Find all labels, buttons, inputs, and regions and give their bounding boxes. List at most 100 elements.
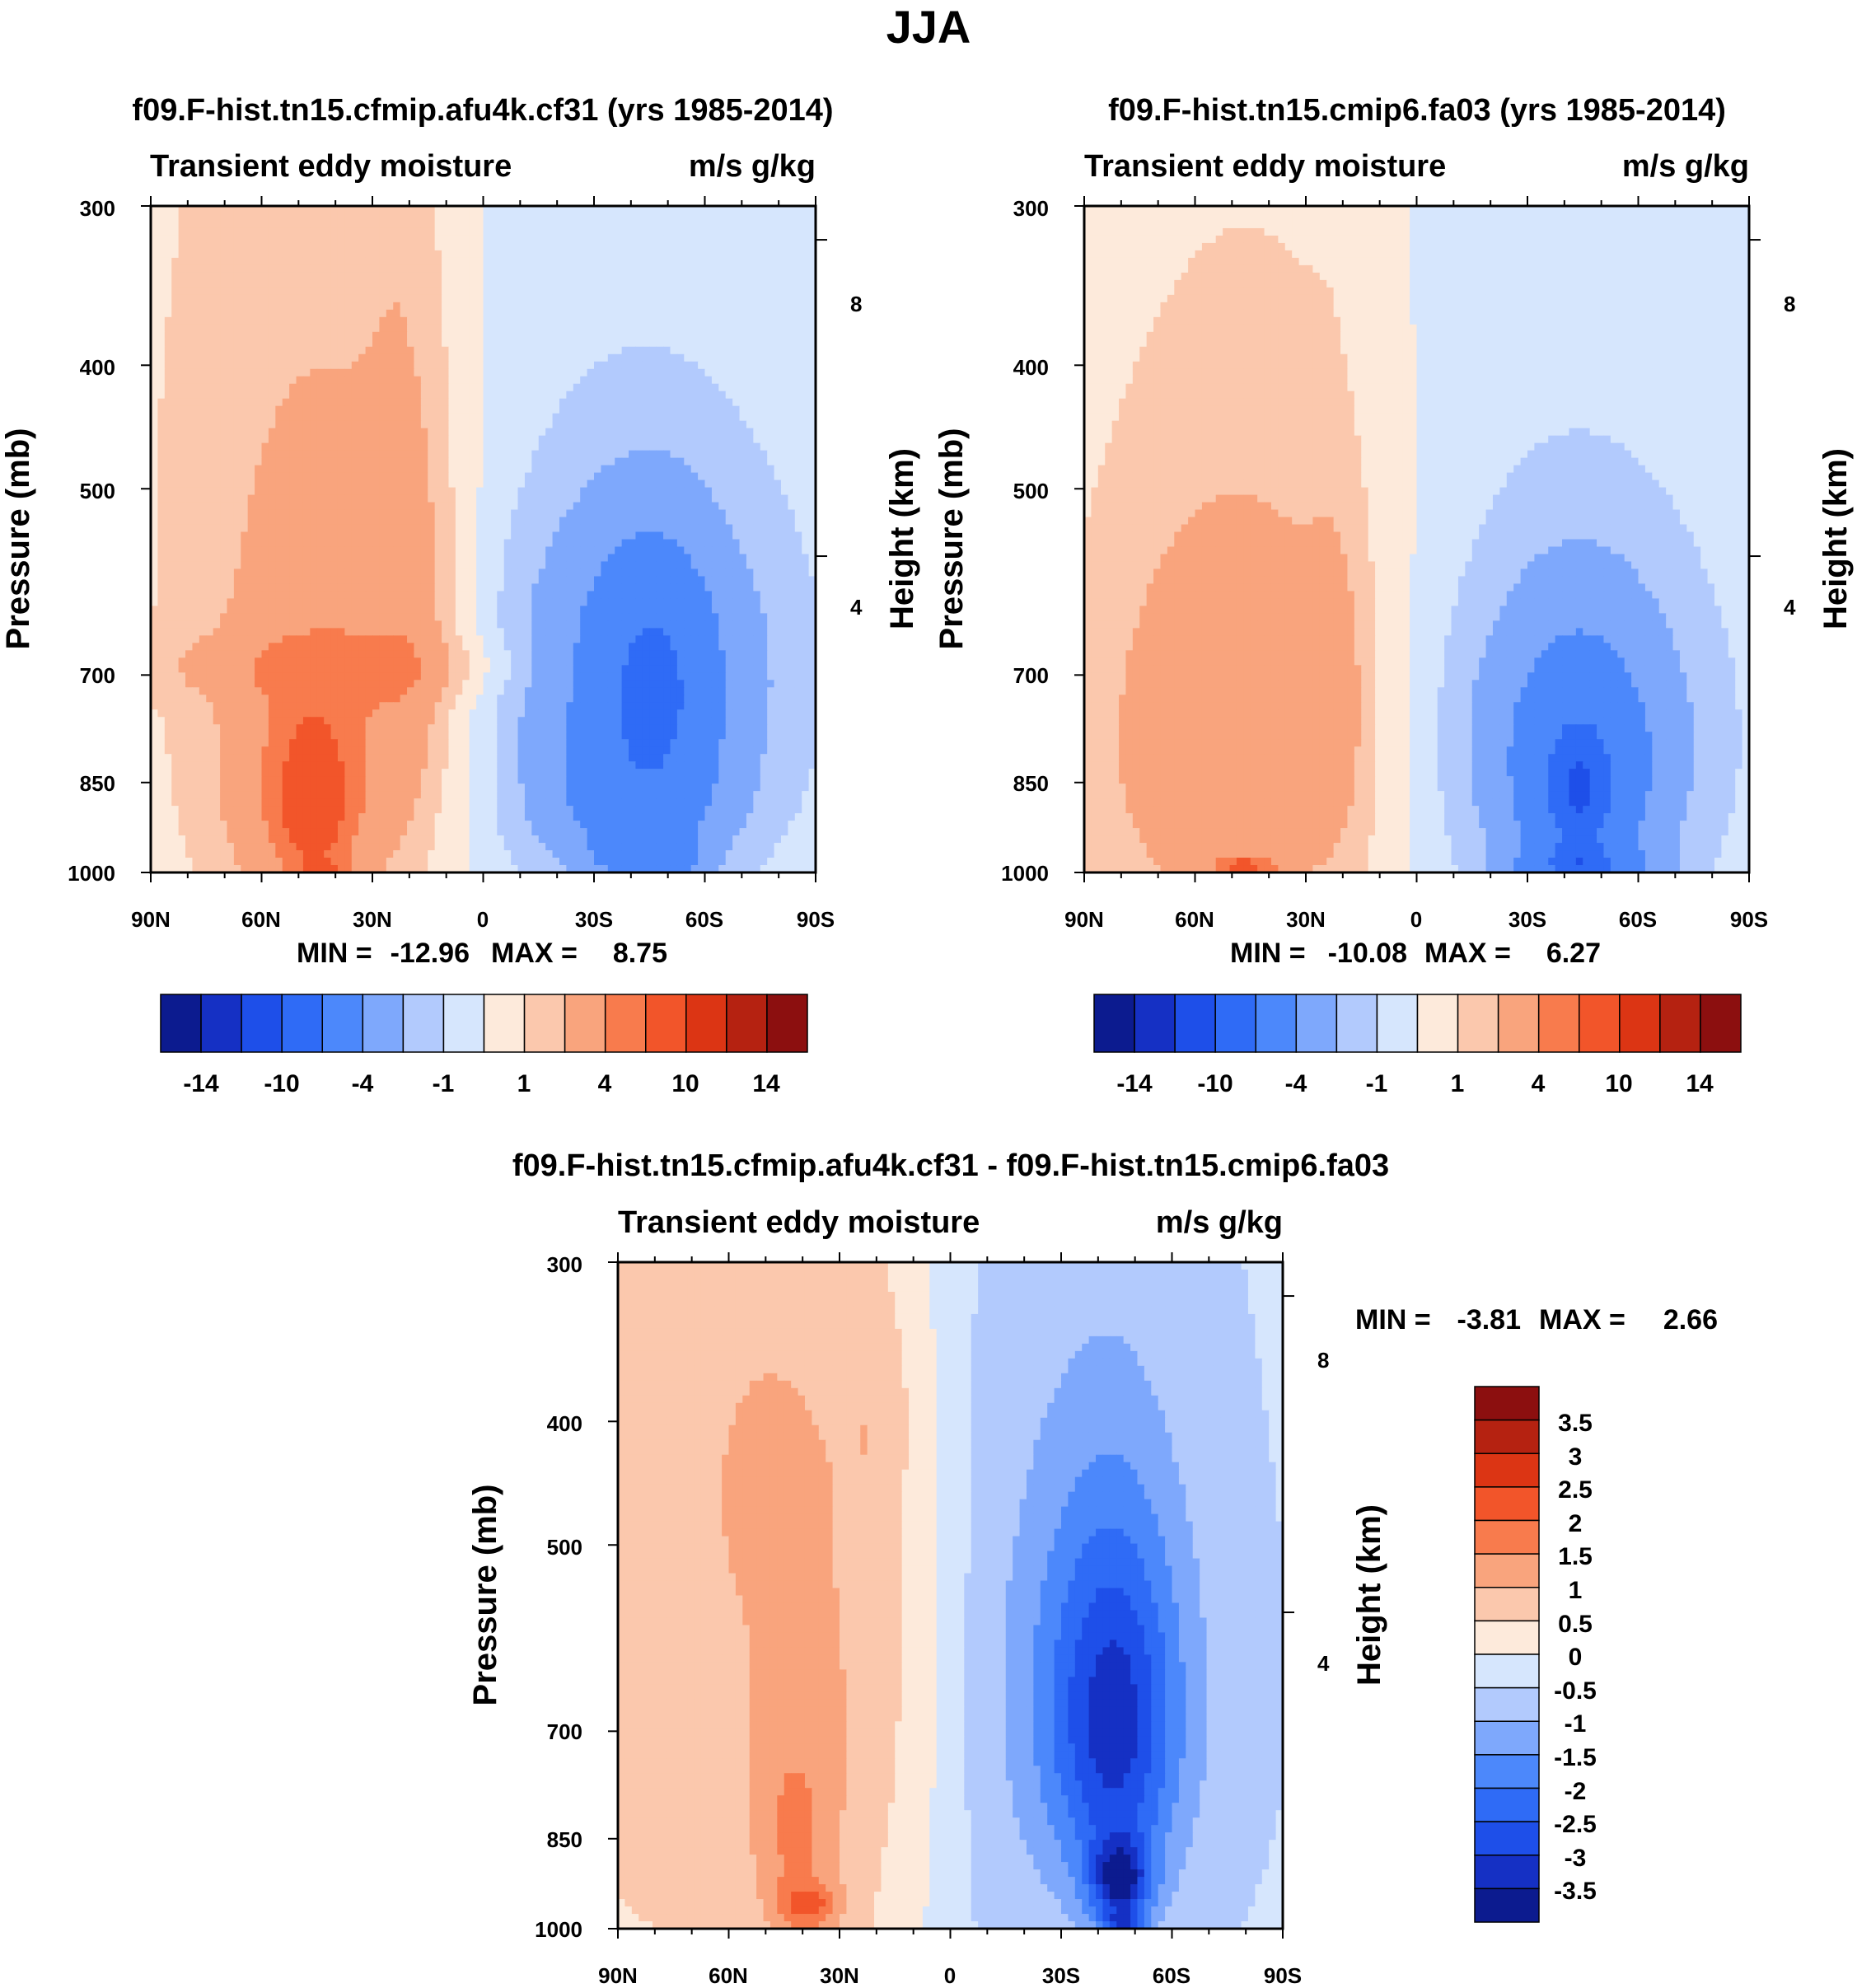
contour-cell [802, 310, 809, 318]
contour-cell [802, 243, 809, 251]
contour-cell [566, 295, 573, 303]
contour-cell [324, 243, 331, 251]
contour-cell [213, 317, 221, 325]
contour-cell [760, 317, 768, 325]
contour-cell [643, 265, 650, 274]
contour-cell [157, 280, 165, 288]
contour-cell [338, 213, 345, 222]
contour-cell [553, 250, 560, 259]
contour-cell [740, 243, 747, 251]
contour-cell [185, 213, 193, 222]
contour-cell [484, 302, 491, 311]
contour-cell [643, 302, 650, 311]
contour-cell [531, 280, 539, 288]
contour-cell [525, 317, 532, 325]
contour-cell [601, 317, 608, 325]
contour-cell [179, 213, 186, 222]
contour-cell [587, 236, 595, 244]
contour-cell [767, 280, 774, 288]
contour-cell [372, 236, 380, 244]
contour-cell [289, 295, 297, 303]
contour-cell [698, 265, 705, 274]
contour-cell [677, 221, 685, 229]
contour-cell [456, 258, 463, 266]
contour-cell [331, 250, 339, 259]
contour-cell [303, 243, 311, 251]
contour-cell [746, 265, 754, 274]
contour-cell [601, 258, 608, 266]
contour-cell [379, 302, 386, 311]
contour-cell [539, 302, 546, 311]
contour-cell [635, 213, 643, 222]
contour-cell [573, 288, 581, 296]
contour-cell [511, 317, 518, 325]
contour-cell [227, 243, 234, 251]
contour-cell [248, 213, 255, 222]
contour-cell [774, 213, 782, 222]
contour-cell [615, 310, 622, 318]
contour-cell [795, 317, 802, 325]
contour-cell [372, 243, 380, 251]
contour-cell [726, 273, 733, 281]
contour-cell [297, 236, 304, 244]
contour-cell [760, 288, 768, 296]
contour-cell [366, 288, 373, 296]
contour-cell [165, 280, 172, 288]
contour-cell [331, 236, 339, 244]
contour-cell [448, 258, 456, 266]
contour-cell [310, 280, 317, 288]
contour-cell [331, 273, 339, 281]
contour-cell [366, 228, 373, 236]
contour-cell [220, 295, 227, 303]
contour-cell [553, 310, 560, 318]
contour-cell [788, 221, 795, 229]
contour-cell [324, 250, 331, 259]
contour-cell [539, 310, 546, 318]
contour-cell [490, 302, 498, 311]
panel-1-left-label: Transient eddy moisture [150, 149, 512, 184]
contour-cell [289, 273, 297, 281]
contour-cell [366, 243, 373, 251]
contour-cell [698, 221, 705, 229]
contour-cell [344, 243, 352, 251]
contour-cell [622, 265, 629, 274]
contour-cell [338, 288, 345, 296]
contour-cell [157, 317, 165, 325]
contour-cell [331, 302, 339, 311]
contour-cell [289, 243, 297, 251]
contour-cell [476, 310, 484, 318]
contour-cell [504, 288, 512, 296]
contour-cell [587, 243, 595, 251]
contour-cell [428, 228, 435, 236]
contour-cell [435, 258, 442, 266]
contour-cell [428, 258, 435, 266]
contour-cell [740, 265, 747, 274]
contour-cell [663, 265, 671, 274]
contour-cell [248, 273, 255, 281]
contour-cell [192, 302, 199, 311]
contour-cell [234, 221, 241, 229]
contour-cell [352, 317, 359, 325]
contour-cell [297, 265, 304, 274]
contour-cell [283, 273, 290, 281]
contour-cell [366, 221, 373, 229]
contour-cell [781, 236, 788, 244]
contour-cell [352, 273, 359, 281]
contour-cell [421, 317, 428, 325]
contour-cell [165, 295, 172, 303]
contour-cell [262, 258, 269, 266]
contour-cell [269, 310, 276, 318]
contour-cell [234, 310, 241, 318]
contour-cell [643, 317, 650, 325]
contour-cell [587, 250, 595, 259]
contour-cell [248, 310, 255, 318]
contour-cell [414, 243, 421, 251]
contour-cell [587, 221, 595, 229]
contour-cell [338, 243, 345, 251]
contour-cell [179, 243, 186, 251]
contour-cell [338, 295, 345, 303]
contour-cell [470, 265, 477, 274]
contour-cell [525, 280, 532, 288]
contour-cell [414, 258, 421, 266]
contour-cell [705, 288, 713, 296]
